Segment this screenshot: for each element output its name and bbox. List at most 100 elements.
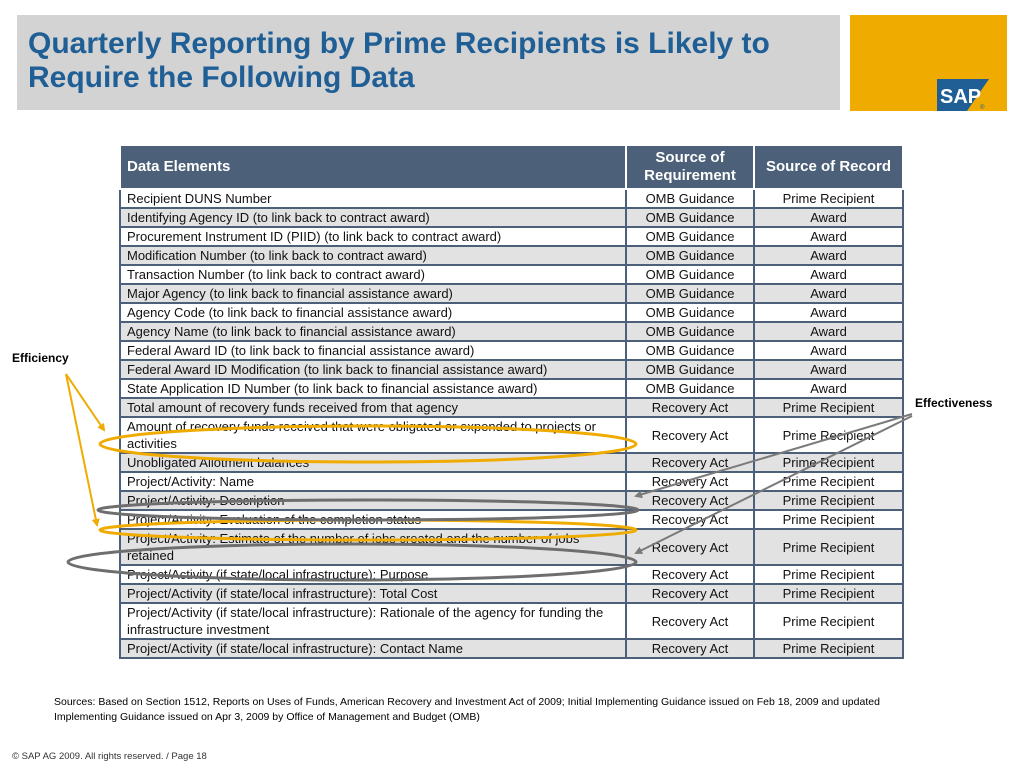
table-row: Project/Activity: Description Recovery Ac… bbox=[119, 490, 904, 511]
header-data-elements: Data Elements bbox=[119, 144, 627, 190]
table-row: Project/Activity (if state/local infrast… bbox=[119, 564, 904, 585]
cell-source-of-record: Award bbox=[753, 226, 904, 247]
cell-data-element: Project/Activity: Evaluation of the comp… bbox=[119, 509, 627, 530]
efficiency-arrow-2 bbox=[65, 373, 100, 527]
table-row: Identifying Agency ID (to link back to c… bbox=[119, 207, 904, 228]
table-row: Federal Award ID Modification (to link b… bbox=[119, 359, 904, 380]
cell-source-of-requirement: Recovery Act bbox=[625, 638, 755, 659]
cell-source-of-record: Prime Recipient bbox=[753, 397, 904, 418]
cell-source-of-requirement: Recovery Act bbox=[625, 528, 755, 566]
cell-source-of-record: Prime Recipient bbox=[753, 471, 904, 492]
cell-data-element: Project/Activity (if state/local infrast… bbox=[119, 602, 627, 640]
efficiency-label: Efficiency bbox=[12, 351, 69, 365]
title-bar: Quarterly Reporting by Prime Recipients … bbox=[17, 15, 840, 110]
cell-source-of-record: Award bbox=[753, 359, 904, 380]
cell-source-of-record: Award bbox=[753, 207, 904, 228]
table-row: Transaction Number (to link back to cont… bbox=[119, 264, 904, 285]
table-row: Project/Activity (if state/local infrast… bbox=[119, 583, 904, 604]
cell-data-element: Project/Activity (if state/local infrast… bbox=[119, 564, 627, 585]
sources-note: Sources: Based on Section 1512, Reports … bbox=[54, 696, 880, 723]
table-row: Recipient DUNS Number OMB Guidance Prime R… bbox=[119, 188, 904, 209]
cell-data-element: Project/Activity: Description bbox=[119, 490, 627, 511]
table-row: Project/Activity: Estimate of the number… bbox=[119, 528, 904, 566]
table-header-row: Data Elements Source of Requirement Sour… bbox=[119, 144, 904, 190]
cell-source-of-record: Award bbox=[753, 283, 904, 304]
cell-data-element: Federal Award ID (to link back to financ… bbox=[119, 340, 627, 361]
cell-source-of-requirement: OMB Guidance bbox=[625, 378, 755, 399]
slide-title: Quarterly Reporting by Prime Recipients … bbox=[28, 27, 770, 94]
header-source-of-requirement: Source of Requirement bbox=[625, 144, 755, 190]
cell-data-element: Total amount of recovery funds received … bbox=[119, 397, 627, 418]
cell-source-of-requirement: Recovery Act bbox=[625, 564, 755, 585]
table-row: Major Agency (to link back to financial … bbox=[119, 283, 904, 304]
cell-source-of-record: Prime Recipient bbox=[753, 602, 904, 640]
table-row: Project/Activity (if state/local infrast… bbox=[119, 602, 904, 640]
cell-source-of-record: Award bbox=[753, 321, 904, 342]
cell-data-element: Project/Activity (if state/local infrast… bbox=[119, 583, 627, 604]
cell-source-of-record: Award bbox=[753, 302, 904, 323]
table-row: Unobligated Allotment balances Recovery A… bbox=[119, 452, 904, 473]
cell-data-element: Agency Code (to link back to financial a… bbox=[119, 302, 627, 323]
cell-data-element: Project/Activity: Estimate of the number… bbox=[119, 528, 627, 566]
cell-source-of-requirement: OMB Guidance bbox=[625, 321, 755, 342]
cell-data-element: Recipient DUNS Number bbox=[119, 188, 627, 209]
cell-source-of-requirement: Recovery Act bbox=[625, 509, 755, 530]
cell-data-element: Major Agency (to link back to financial … bbox=[119, 283, 627, 304]
cell-source-of-requirement: Recovery Act bbox=[625, 602, 755, 640]
cell-source-of-requirement: OMB Guidance bbox=[625, 359, 755, 380]
cell-source-of-record: Prime Recipient bbox=[753, 564, 904, 585]
sap-logo-text: SAP bbox=[940, 86, 981, 108]
cell-data-element: State Application ID Number (to link bac… bbox=[119, 378, 627, 399]
cell-data-element: Project/Activity: Name bbox=[119, 471, 627, 492]
table-row: Agency Name (to link back to financial a… bbox=[119, 321, 904, 342]
cell-source-of-record: Award bbox=[753, 378, 904, 399]
cell-source-of-record: Prime Recipient bbox=[753, 509, 904, 530]
effectiveness-label: Effectiveness bbox=[915, 396, 993, 410]
cell-source-of-record: Award bbox=[753, 340, 904, 361]
cell-source-of-record: Prime Recipient bbox=[753, 528, 904, 566]
cell-source-of-requirement: OMB Guidance bbox=[625, 188, 755, 209]
cell-source-of-requirement: OMB Guidance bbox=[625, 340, 755, 361]
cell-data-element: Agency Name (to link back to financial a… bbox=[119, 321, 627, 342]
cell-data-element: Transaction Number (to link back to cont… bbox=[119, 264, 627, 285]
cell-source-of-requirement: Recovery Act bbox=[625, 583, 755, 604]
table-row: Modification Number (to link back to con… bbox=[119, 245, 904, 266]
cell-data-element: Amount of recovery funds received that w… bbox=[119, 416, 627, 454]
cell-data-element: Modification Number (to link back to con… bbox=[119, 245, 627, 266]
cell-source-of-record: Prime Recipient bbox=[753, 638, 904, 659]
cell-source-of-requirement: OMB Guidance bbox=[625, 226, 755, 247]
table-row: Project/Activity: Name Recovery Act Prime … bbox=[119, 471, 904, 492]
efficiency-arrow-1 bbox=[65, 373, 106, 432]
data-elements-table: Data Elements Source of Requirement Sour… bbox=[119, 144, 904, 659]
cell-source-of-record: Prime Recipient bbox=[753, 490, 904, 511]
cell-source-of-record: Prime Recipient bbox=[753, 583, 904, 604]
table-row: Amount of recovery funds received that w… bbox=[119, 416, 904, 454]
cell-source-of-requirement: OMB Guidance bbox=[625, 245, 755, 266]
cell-source-of-requirement: Recovery Act bbox=[625, 416, 755, 454]
table-row: Total amount of recovery funds received … bbox=[119, 397, 904, 418]
cell-source-of-requirement: Recovery Act bbox=[625, 471, 755, 492]
header-source-of-record: Source of Record bbox=[753, 144, 904, 190]
cell-data-element: Project/Activity (if state/local infrast… bbox=[119, 638, 627, 659]
copyright-footer: © SAP AG 2009. All rights reserved. / Pa… bbox=[12, 751, 207, 762]
cell-data-element: Procurement Instrument ID (PIID) (to lin… bbox=[119, 226, 627, 247]
cell-source-of-record: Prime Recipient bbox=[753, 416, 904, 454]
cell-source-of-requirement: Recovery Act bbox=[625, 490, 755, 511]
table-row: Project/Activity: Evaluation of the comp… bbox=[119, 509, 904, 530]
data-elements-table-wrap: Data Elements Source of Requirement Sour… bbox=[119, 144, 904, 659]
cell-source-of-record: Prime Recipient bbox=[753, 188, 904, 209]
cell-source-of-requirement: OMB Guidance bbox=[625, 302, 755, 323]
sap-logo: SAP ® bbox=[937, 79, 989, 111]
table-row: Agency Code (to link back to financial a… bbox=[119, 302, 904, 323]
sap-logo-box: SAP ® bbox=[850, 15, 1007, 111]
cell-source-of-requirement: OMB Guidance bbox=[625, 283, 755, 304]
cell-source-of-requirement: OMB Guidance bbox=[625, 264, 755, 285]
cell-source-of-record: Award bbox=[753, 245, 904, 266]
table-row: Procurement Instrument ID (PIID) (to lin… bbox=[119, 226, 904, 247]
cell-source-of-requirement: Recovery Act bbox=[625, 397, 755, 418]
table-row: Federal Award ID (to link back to financ… bbox=[119, 340, 904, 361]
cell-source-of-requirement: OMB Guidance bbox=[625, 207, 755, 228]
cell-source-of-record: Prime Recipient bbox=[753, 452, 904, 473]
cell-data-element: Unobligated Allotment balances bbox=[119, 452, 627, 473]
cell-data-element: Federal Award ID Modification (to link b… bbox=[119, 359, 627, 380]
